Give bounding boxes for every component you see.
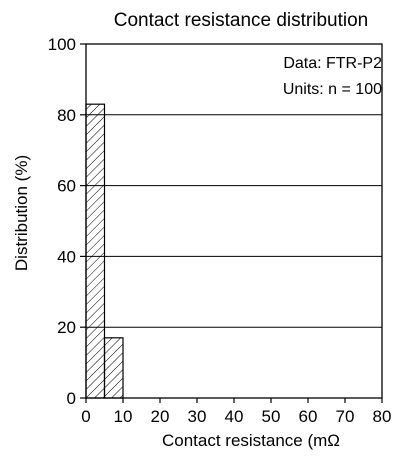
x-ticks: 0 10 20 30 40 50 60 70 80 bbox=[81, 398, 391, 426]
x-axis-label: Contact resistance (mΩ bbox=[162, 431, 340, 450]
x-tick-label-20: 20 bbox=[151, 407, 170, 426]
x-tick-label-70: 70 bbox=[336, 407, 355, 426]
y-tick-label-100: 100 bbox=[48, 35, 76, 54]
y-tick-label-40: 40 bbox=[57, 247, 76, 266]
x-tick-label-40: 40 bbox=[225, 407, 244, 426]
chart-title: Contact resistance distribution bbox=[114, 10, 369, 31]
x-tick-label-50: 50 bbox=[262, 407, 281, 426]
bar-bin-1 bbox=[85, 103, 106, 399]
x-tick-label-60: 60 bbox=[299, 407, 318, 426]
y-tick-label-60: 60 bbox=[57, 177, 76, 196]
annotation-units: Units: n = 100 bbox=[283, 81, 382, 98]
y-tick-label-80: 80 bbox=[57, 106, 76, 125]
x-tick-label-10: 10 bbox=[114, 407, 133, 426]
x-tick-label-80: 80 bbox=[373, 407, 392, 426]
x-tick-label-30: 30 bbox=[188, 407, 207, 426]
y-ticks: 0 20 40 60 80 100 bbox=[48, 35, 86, 408]
bars bbox=[85, 103, 124, 399]
annotation-data: Data: FTR-P2 bbox=[283, 55, 382, 72]
y-axis-label: Distribution (%) bbox=[12, 155, 31, 271]
gridlines bbox=[86, 114, 382, 328]
y-tick-label-0: 0 bbox=[67, 389, 76, 408]
y-tick-label-20: 20 bbox=[57, 318, 76, 337]
x-tick-label-0: 0 bbox=[81, 407, 90, 426]
bar-bin-2 bbox=[103, 337, 124, 399]
